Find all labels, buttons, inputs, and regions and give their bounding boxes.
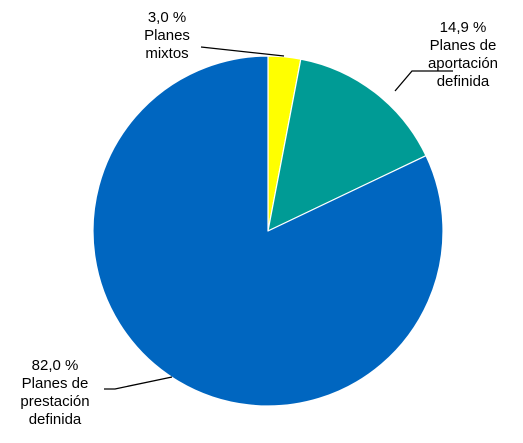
slice-value-mixtos: 3,0 % [147, 9, 187, 26]
leader-line-prestacion [104, 376, 173, 390]
pie-slice-prestacion [92, 55, 444, 407]
slice-label-mixtos: 3,0 % Planes mixtos [112, 9, 222, 63]
slice-value-aportacion: 14,9 % [439, 19, 487, 36]
slice-label-prestacion: 82,0 % Planes de prestación definida [0, 357, 110, 429]
slice-name-prestacion-line-1: Planes de [21, 375, 89, 392]
slice-value-prestacion: 82,0 % [31, 357, 79, 374]
slice-name-mixtos-line-1: Planes [144, 27, 190, 44]
leader-lines [104, 46, 453, 390]
slice-label-aportacion: 14,9 % Planes de aportación definida [408, 19, 518, 91]
leader-line-aportacion [394, 70, 453, 92]
slice-name-aportacion-line-3: definida [436, 73, 490, 90]
slice-name-aportacion-line-1: Planes de [429, 37, 497, 54]
slice-name-aportacion-line-2: aportación [427, 55, 499, 72]
pie-slice-aportacion [267, 58, 427, 232]
slice-name-prestacion-line-2: prestación [20, 393, 90, 410]
pie-slices [92, 55, 444, 407]
slice-name-mixtos-line-2: mixtos [145, 45, 189, 62]
leader-line-mixtos [200, 46, 285, 57]
slice-name-prestacion-line-3: definida [28, 411, 82, 428]
